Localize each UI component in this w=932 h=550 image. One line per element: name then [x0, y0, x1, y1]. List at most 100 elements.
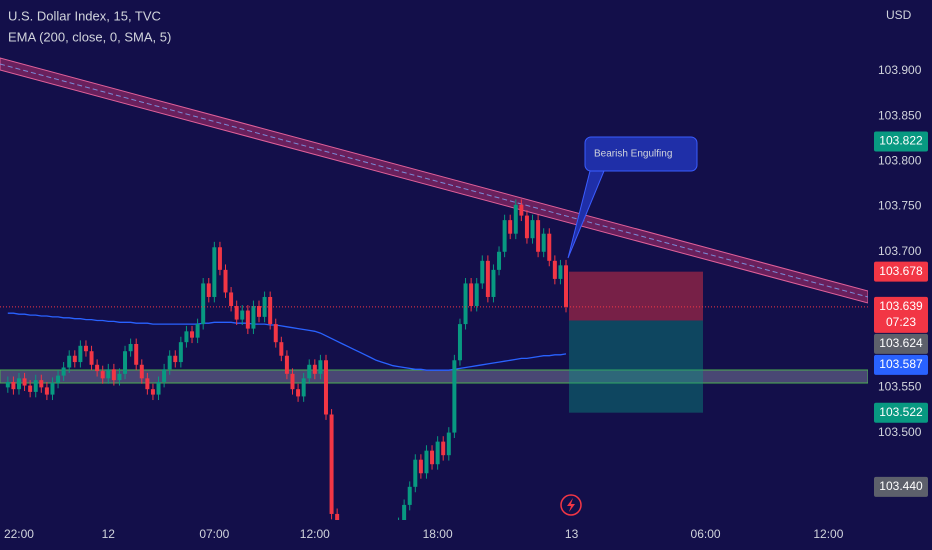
y-tick-label: 103.850 [878, 108, 922, 122]
candle-body [212, 247, 217, 297]
callout-box [584, 136, 698, 172]
candle-body [223, 269, 228, 293]
price-label: 103.587 [879, 357, 923, 371]
candle-body [413, 459, 418, 487]
candle-body [329, 414, 334, 514]
candle-body [469, 283, 474, 307]
candle-body [190, 331, 195, 338]
ema-line [7, 312, 567, 371]
candle-body [480, 260, 485, 284]
candle-body [290, 373, 295, 390]
x-tick-label: 12:00 [813, 527, 843, 541]
chart-title: U.S. Dollar Index, 15, TVC [8, 8, 161, 23]
candle-body [83, 345, 88, 352]
price-label-box [874, 261, 928, 282]
candle-body [424, 450, 429, 474]
price-label-box [874, 354, 928, 375]
event-icon[interactable] [560, 494, 582, 516]
candle-body [552, 260, 557, 279]
candle-body [134, 343, 139, 365]
price-label: 103.822 [879, 134, 923, 148]
candle-body [16, 378, 21, 390]
price-label: 103.522 [879, 405, 923, 419]
price-label-box [874, 296, 928, 333]
candle-body [536, 220, 541, 252]
candle-body [89, 351, 94, 365]
candle-body [463, 283, 468, 325]
candle-body [128, 343, 133, 352]
candle-body [307, 364, 312, 379]
x-tick-label: 18:00 [423, 527, 453, 541]
candle-body [257, 306, 262, 317]
candle-body [78, 345, 83, 363]
y-tick-label: 103.500 [878, 425, 922, 439]
candle-body [452, 360, 457, 433]
x-tick-label: 12:00 [300, 527, 330, 541]
candle-body [33, 380, 38, 392]
candle-body [167, 355, 172, 370]
candle-body [162, 369, 167, 382]
trend-midline [0, 63, 868, 298]
candle-body [240, 310, 245, 320]
candle-body [195, 324, 200, 338]
candle-body [508, 220, 513, 234]
candle-body [111, 369, 116, 381]
candle-body [139, 364, 144, 379]
candle-body [435, 441, 440, 465]
candle-body [284, 355, 289, 374]
candle-body [5, 381, 10, 388]
candle-body [530, 220, 535, 239]
callout-text: Bearish Engulfing [594, 149, 672, 160]
candle-body [485, 260, 490, 297]
candle-body [39, 380, 44, 388]
candle-body [178, 342, 183, 363]
candle-body [117, 373, 122, 381]
candle-body [524, 215, 529, 239]
target-zone [569, 320, 703, 413]
candle-body [273, 324, 278, 343]
x-tick-label: 07:00 [199, 527, 229, 541]
x-tick-label: 06:00 [691, 527, 721, 541]
price-label: 103.440 [879, 479, 923, 493]
candle-body [296, 389, 301, 397]
candle-body [217, 247, 222, 270]
event-bolt [567, 498, 575, 512]
candle-body [173, 355, 178, 363]
candle-body [519, 204, 524, 216]
candle-body [279, 342, 284, 356]
candle-body [418, 459, 423, 474]
candle-body [95, 364, 100, 372]
candle-body [446, 432, 451, 456]
price-label: 103.639 [879, 299, 923, 313]
candle-body [268, 296, 273, 325]
candle-body [402, 504, 407, 520]
candle-body [251, 306, 256, 329]
price-label: 103.678 [879, 264, 923, 278]
candle-body [67, 355, 72, 368]
candle-body [441, 441, 446, 456]
price-label-box [874, 476, 928, 497]
drawings [0, 57, 868, 384]
candle-body [123, 351, 128, 374]
currency: USD [886, 8, 912, 22]
candle-body [474, 283, 479, 307]
y-tick-label: 103.900 [878, 63, 922, 77]
candle-body [72, 355, 77, 363]
x-tick-label: 13 [565, 527, 579, 541]
price-label-box [874, 402, 928, 423]
candle-body [28, 385, 33, 392]
candle-body [61, 367, 66, 376]
candle-body [430, 450, 435, 465]
candle-body [245, 310, 250, 329]
candle-body [547, 233, 552, 261]
candle-body [11, 381, 16, 390]
candle-body [156, 381, 161, 395]
plot [0, 199, 868, 520]
candle-body [457, 324, 462, 361]
candle-body [564, 265, 569, 307]
candle-body [312, 364, 317, 374]
candle-body [150, 389, 155, 395]
candle-body [513, 204, 518, 234]
